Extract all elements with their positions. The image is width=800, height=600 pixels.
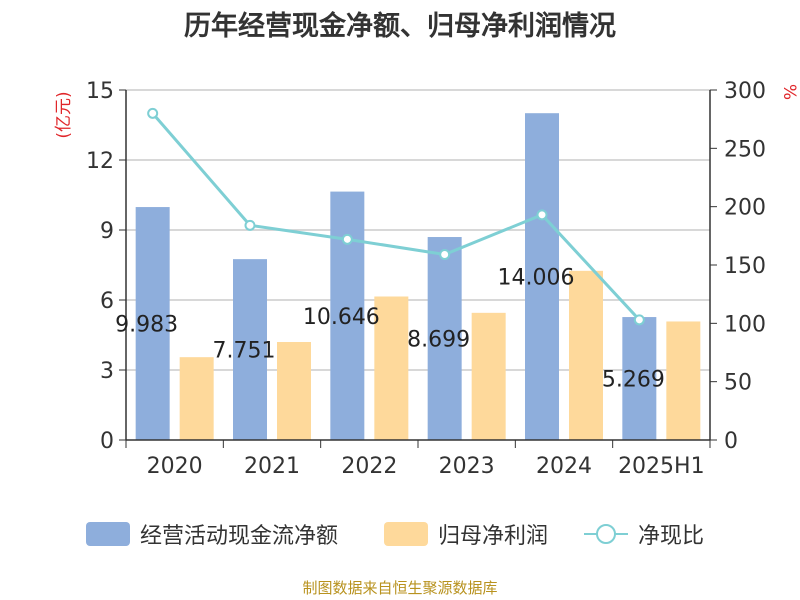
legend-label-ratio: 净现比 [638, 524, 705, 549]
x-tick-label: 2020 [147, 454, 203, 479]
right-axis-title: % [779, 84, 799, 100]
source-note: 制图数据来自恒生聚源数据库 [302, 579, 498, 597]
bar-net-profit [179, 357, 214, 440]
bar-net-profit [277, 342, 311, 440]
right-tick-label: 100 [724, 312, 766, 337]
left-tick-label: 9 [100, 219, 114, 244]
bar-net-profit [374, 296, 409, 440]
left-tick-label: 3 [100, 359, 114, 384]
legend-item-net-profit[interactable]: 归母净利润 [384, 516, 548, 552]
x-tick-label: 2021 [244, 454, 300, 479]
bars [135, 113, 701, 441]
left-tick-label: 6 [100, 289, 114, 314]
chart-title: 历年经营现金净额、归母净利润情况 [184, 11, 616, 42]
ratio-line [147, 107, 645, 326]
bar-cashflow [427, 237, 462, 440]
legend-item-ratio[interactable]: 净现比 [584, 516, 704, 552]
data-labels: 9.983 7.751 10.646 8.699 14.006 5.269 [115, 266, 665, 393]
ratio-point [633, 314, 645, 326]
legend-line-ratio-icon [584, 522, 628, 546]
x-tick-label: 2025H1 [618, 454, 705, 479]
legend-label-net-profit: 归母净利润 [438, 524, 549, 549]
data-label-cashflow: 8.699 [407, 328, 470, 353]
bar-cashflow [622, 317, 657, 440]
left-tick-label: 0 [100, 429, 114, 454]
x-tick-label: 2022 [341, 454, 397, 479]
ratio-point [439, 249, 451, 260]
legend-swatch-cashflow [86, 522, 130, 546]
legend-label-cashflow: 经营活动现金流净额 [140, 524, 339, 549]
data-label-cashflow: 14.006 [498, 266, 575, 291]
data-label-cashflow: 7.751 [213, 339, 276, 364]
bar-cashflow [330, 191, 365, 440]
ratio-point [341, 233, 353, 245]
x-tick-label: 2023 [439, 454, 495, 479]
bar-net-profit [569, 270, 603, 440]
ratio-line-path [151, 112, 641, 321]
right-tick-label: 200 [724, 196, 766, 221]
left-axis-title: (亿元) [54, 91, 74, 138]
legend-swatch-net-profit [384, 522, 428, 546]
gridlines [126, 89, 710, 371]
data-label-cashflow: 5.269 [602, 368, 665, 393]
ratio-point [147, 107, 159, 119]
legend: 经营活动现金流净额 归母净利润 净现比 [0, 516, 800, 552]
ratio-point [244, 219, 256, 231]
left-tick-label: 15 [86, 79, 114, 104]
right-tick-label: 150 [724, 254, 766, 279]
ratio-point [536, 209, 548, 221]
bar-cashflow [525, 113, 559, 441]
legend-item-cashflow[interactable]: 经营活动现金流净额 [86, 516, 338, 552]
left-tick-label: 12 [86, 149, 114, 174]
right-tick-label: 250 [724, 137, 766, 162]
right-tick-label: 0 [724, 429, 738, 454]
bar-cashflow [135, 207, 170, 440]
x-tick-label: 2024 [536, 454, 592, 479]
data-label-cashflow: 10.646 [303, 305, 380, 330]
right-tick-label: 300 [724, 79, 766, 104]
bar-net-profit [471, 312, 506, 440]
right-tick-label: 50 [724, 371, 752, 396]
data-label-cashflow: 9.983 [115, 313, 178, 338]
bar-cashflow [233, 259, 267, 440]
bar-net-profit [666, 321, 701, 440]
